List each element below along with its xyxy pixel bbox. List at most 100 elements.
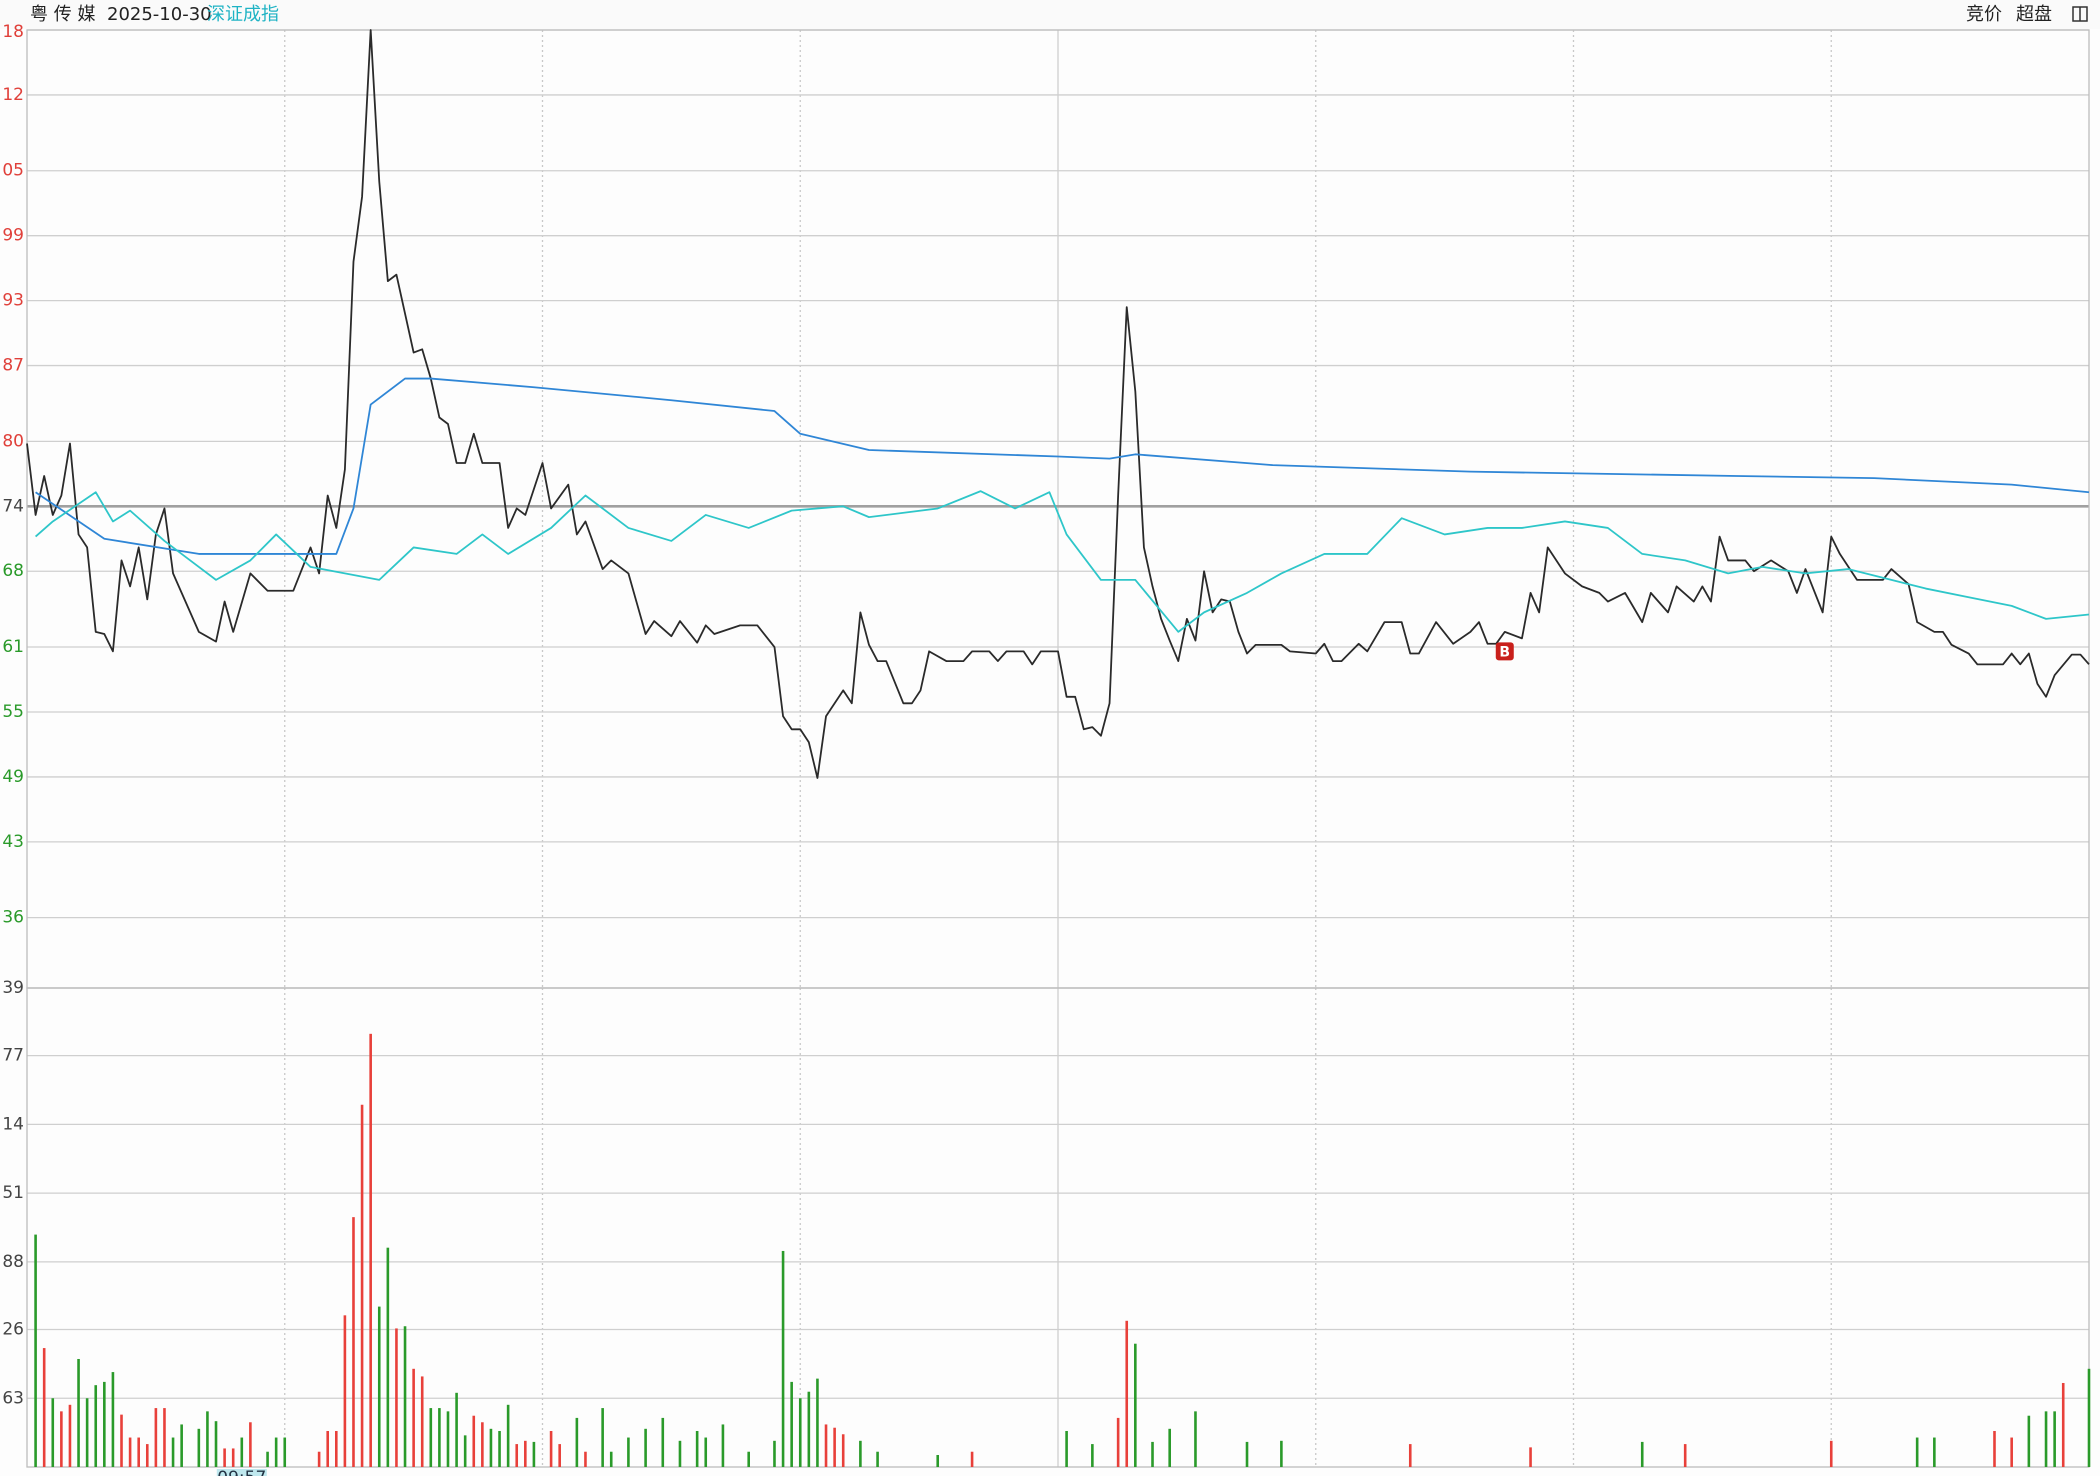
volume-bar xyxy=(317,1451,321,1467)
volume-bar xyxy=(377,1306,381,1467)
header-bar xyxy=(0,0,2100,29)
cursor-time-bg xyxy=(216,1469,267,1476)
volume-bar xyxy=(584,1451,587,1467)
index-name[interactable]: 深证成指 xyxy=(207,4,279,25)
volume-bar xyxy=(1194,1411,1197,1467)
volume-bar xyxy=(1091,1444,1094,1467)
volume-bar xyxy=(420,1376,424,1467)
volume-bar xyxy=(463,1435,467,1467)
volume-bar xyxy=(515,1444,519,1467)
volume-bar xyxy=(206,1411,209,1467)
volume-bar xyxy=(85,1398,89,1467)
trade-marker: B xyxy=(1495,642,1514,661)
volume-bar xyxy=(816,1378,819,1467)
volume-bar xyxy=(1529,1447,1532,1467)
volume-bar xyxy=(524,1440,527,1467)
y-tick-label: 55 xyxy=(2,702,24,722)
volume-bar xyxy=(1829,1440,1833,1467)
y-tick-label: 68 xyxy=(2,561,24,581)
volume-bar xyxy=(51,1398,55,1467)
volume-bar xyxy=(1168,1428,1171,1467)
y-tick-label: 93 xyxy=(2,291,24,311)
volume-bar xyxy=(171,1437,175,1467)
volume-bar xyxy=(326,1430,330,1467)
volume-bar xyxy=(1125,1320,1129,1467)
trade-marker-label: B xyxy=(1499,644,1510,660)
volume-bar xyxy=(1933,1437,1936,1467)
volume-bar xyxy=(601,1408,604,1467)
volume-bar xyxy=(343,1315,347,1467)
panel-frame xyxy=(26,987,2090,1468)
volume-bar xyxy=(128,1437,132,1467)
volume-bar xyxy=(2087,1368,2091,1467)
y-tick-label: 99 xyxy=(2,226,24,246)
volume-bar xyxy=(609,1451,613,1467)
volume-bar xyxy=(111,1372,115,1467)
date: 2025-10-30 xyxy=(107,4,212,25)
volume-bar xyxy=(644,1428,647,1467)
volume-bar xyxy=(747,1451,750,1467)
volume-bar xyxy=(283,1437,287,1467)
volume-bar xyxy=(2053,1411,2056,1467)
volume-bar xyxy=(137,1437,140,1467)
volume-bar xyxy=(661,1417,665,1467)
volume-bar xyxy=(395,1328,398,1467)
trade-marker-box xyxy=(1495,642,1514,661)
volume-bar xyxy=(790,1381,793,1467)
volume-bar xyxy=(481,1422,484,1467)
volume-bar xyxy=(2027,1415,2031,1467)
volume-bar xyxy=(781,1250,785,1467)
volume-bar xyxy=(695,1430,699,1467)
y-tick-label: 49 xyxy=(2,767,24,787)
volume-bar xyxy=(455,1392,458,1467)
volume-bar xyxy=(145,1444,149,1467)
button[interactable]: 超盘 xyxy=(2016,4,2052,25)
volume-bar xyxy=(472,1415,476,1467)
volume-bar xyxy=(438,1408,441,1467)
y-tick-label: 61 xyxy=(2,637,24,657)
y-tick-label: 18 xyxy=(2,22,24,42)
y-tick-label: 39 xyxy=(2,978,24,998)
volume-bar xyxy=(558,1444,561,1467)
volume-bar xyxy=(2044,1411,2048,1467)
y-tick-label: 77 xyxy=(2,1046,24,1066)
volume-bar xyxy=(1993,1430,1996,1467)
volume-bar xyxy=(833,1427,836,1467)
volume-bar xyxy=(1134,1343,1137,1467)
cursor-time: 09:57 xyxy=(217,1468,266,1476)
y-tick-label: 87 xyxy=(2,356,24,376)
volume-bar xyxy=(721,1424,725,1467)
volume-bar xyxy=(274,1437,278,1467)
y-tick-label: 51 xyxy=(2,1183,24,1203)
volume-bar xyxy=(94,1385,98,1467)
volume-bar xyxy=(1640,1441,1644,1467)
volume-bar xyxy=(807,1391,811,1467)
y-tick-label: 36 xyxy=(2,908,24,928)
volume-bar xyxy=(876,1451,879,1467)
y-tick-label: 43 xyxy=(2,832,24,852)
y-tick-label: 05 xyxy=(2,161,24,181)
y-tick-label: 80 xyxy=(2,431,24,451)
volume-bar xyxy=(773,1440,776,1467)
button[interactable]: 竞价 xyxy=(1966,4,2002,25)
volume-bar xyxy=(2010,1437,2013,1467)
volume-bar xyxy=(214,1421,218,1467)
volume-bar xyxy=(249,1422,252,1467)
volume-bar xyxy=(120,1414,123,1467)
y-tick-label: 14 xyxy=(2,1114,24,1134)
volume-bar xyxy=(489,1428,493,1467)
volume-bar xyxy=(704,1437,708,1467)
volume-bar xyxy=(154,1408,158,1467)
volume-bar xyxy=(798,1398,802,1467)
y-tick-label: 88 xyxy=(2,1252,24,1272)
y-tick-label: 63 xyxy=(2,1388,24,1408)
y-tick-label: 74 xyxy=(2,496,24,516)
volume-bar xyxy=(68,1404,72,1467)
volume-bar xyxy=(1915,1437,1919,1467)
volume-bar xyxy=(103,1381,106,1467)
volume-bar xyxy=(2061,1382,2065,1467)
volume-bar xyxy=(824,1424,828,1467)
volume-bar xyxy=(223,1448,226,1467)
volume-bar xyxy=(335,1430,338,1467)
